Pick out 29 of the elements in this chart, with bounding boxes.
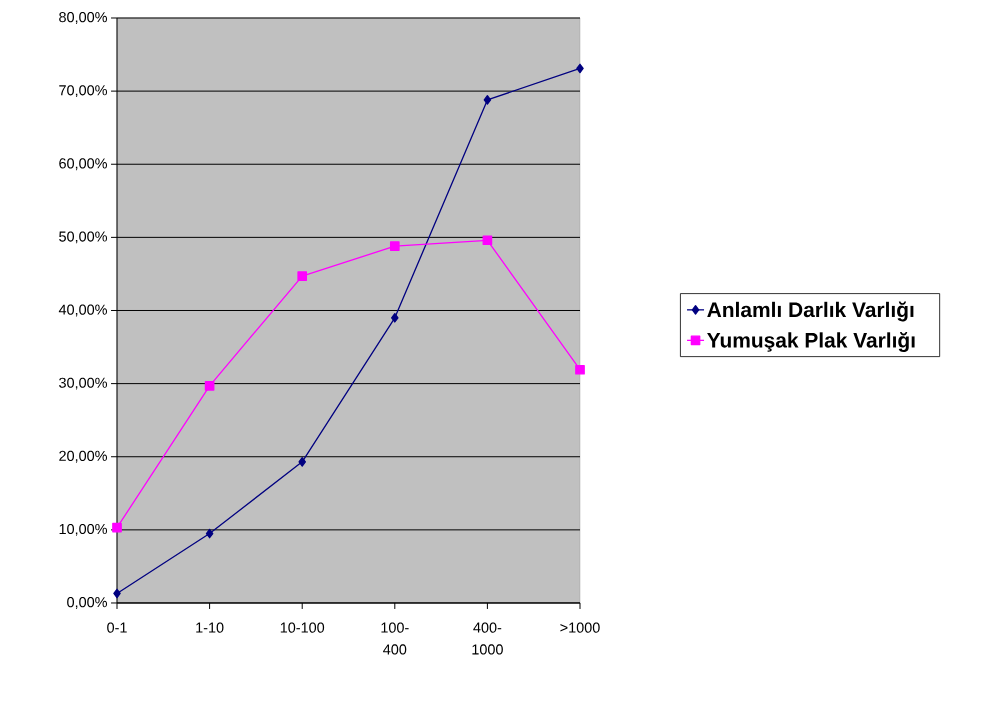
y-tick-label: 70,00% — [59, 85, 107, 98]
y-tick-label: 0,00% — [67, 597, 108, 609]
point — [482, 235, 493, 246]
point — [297, 271, 308, 281]
y-tick-label: 30,00% — [59, 377, 107, 390]
point — [205, 528, 214, 539]
x-tick-label: 400-1000 — [472, 622, 503, 655]
legend-label: Anlamlı Darlık Varlığı — [707, 301, 914, 322]
legend-label: Yumuşak Plak Varlığı — [707, 332, 915, 352]
point — [483, 95, 492, 105]
x-tick-label: >1000 — [560, 622, 600, 633]
y-tick-label: 60,00% — [59, 158, 107, 171]
point — [112, 522, 122, 533]
x-tick-label: 0-1 — [107, 622, 127, 633]
y-tick-label: 80,00% — [59, 12, 107, 24]
point — [204, 380, 215, 391]
point — [113, 588, 121, 599]
y-tick-label: 40,00% — [58, 304, 107, 317]
point — [575, 364, 585, 375]
point — [298, 457, 306, 467]
point — [391, 312, 399, 323]
y-tick-label: 20,00% — [59, 450, 107, 463]
y-tick-label: 10,00% — [59, 523, 107, 536]
x-tick-label: 100-400 — [381, 622, 409, 655]
x-tick-label: 10-100 — [280, 622, 325, 633]
x-tick-label: 1-10 — [196, 622, 224, 633]
point — [389, 241, 400, 251]
point — [576, 63, 584, 74]
y-tick-label: 50,00% — [59, 231, 107, 244]
